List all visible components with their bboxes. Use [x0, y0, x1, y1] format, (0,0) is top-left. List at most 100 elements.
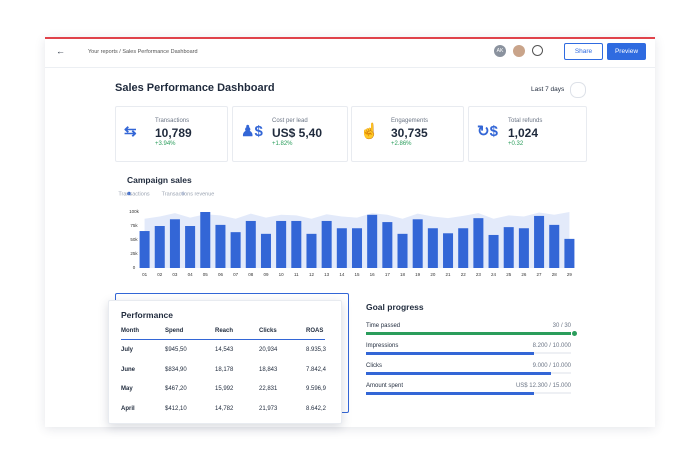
calendar-button[interactable] — [570, 82, 586, 98]
bar — [458, 228, 469, 268]
bar — [245, 220, 256, 268]
legend-label: Transactions — [118, 191, 150, 197]
bar — [427, 228, 438, 268]
y-tick-label: 0 — [133, 265, 136, 270]
x-tick-label: 28 — [552, 272, 558, 277]
bar — [139, 231, 150, 268]
table-cell: April — [121, 405, 135, 412]
x-tick-label: 25 — [506, 272, 512, 277]
bar — [367, 214, 378, 268]
kpi-label: Transactions — [155, 118, 190, 124]
kpi-change: +3.94% — [155, 141, 176, 147]
date-range[interactable]: Last 7 days — [531, 86, 565, 93]
table-header: Spend — [165, 328, 184, 334]
bar — [564, 238, 575, 268]
bar — [200, 212, 211, 268]
kpi-icon: ☝ — [360, 123, 379, 140]
x-tick-label: 09 — [263, 272, 269, 277]
bar — [154, 226, 165, 268]
x-tick-label: 05 — [203, 272, 209, 277]
table-cell: July — [121, 347, 134, 353]
table-cell: 18,843 — [259, 366, 278, 373]
goal-label: Clicks — [366, 363, 382, 369]
bar — [412, 219, 423, 268]
x-tick-label: 03 — [172, 272, 178, 277]
header-rule — [121, 339, 325, 340]
goal-value: US$ 12.300 / 15.000 — [515, 383, 571, 389]
kpi-card — [232, 106, 348, 162]
goal-bar — [366, 352, 535, 355]
bar — [397, 233, 408, 268]
bar — [443, 233, 454, 268]
x-tick-label: 20 — [430, 272, 436, 277]
kpi-label: Total refunds — [508, 118, 543, 124]
bar — [549, 224, 560, 268]
kpi-icon: ⇆ — [124, 123, 137, 140]
kpi-icon: ↻$ — [477, 123, 498, 140]
performance-card[interactable]: Performance Month Spend Reach Clicks ROAS July… — [108, 300, 342, 424]
legend-dot — [181, 191, 185, 196]
kpi-change: +1.82% — [272, 141, 293, 147]
goal-value: 8.200 / 10.000 — [532, 343, 571, 349]
table-header: Clicks — [259, 328, 277, 334]
table-cell: $467,20 — [165, 386, 187, 392]
breadcrumb[interactable]: Your reports / Sales Performance Dashboa… — [88, 49, 198, 55]
x-tick-label: 10 — [279, 272, 285, 277]
x-tick-label: 22 — [461, 272, 467, 277]
avatar-photo[interactable] — [513, 45, 525, 57]
bar — [382, 222, 393, 268]
bar — [503, 227, 514, 268]
kpi-value: US$ 5,40 — [272, 126, 323, 140]
share-button[interactable]: Share — [564, 43, 603, 60]
back-button[interactable]: ← — [56, 46, 65, 56]
x-tick-label: 02 — [157, 272, 163, 277]
table-header: ROAS — [306, 328, 324, 334]
goal-bar — [366, 332, 571, 335]
bar — [518, 228, 529, 268]
bar — [306, 233, 317, 268]
bar — [276, 220, 287, 268]
x-tick-label: 11 — [294, 272, 299, 277]
legend-dot — [127, 191, 131, 196]
table-cell: $834,90 — [165, 366, 187, 373]
avatar[interactable]: AK — [494, 45, 506, 57]
goal-bar — [366, 392, 535, 395]
table-cell: June — [121, 366, 136, 373]
goal-label: Impressions — [366, 343, 399, 349]
goal-label: Amount spent — [366, 383, 404, 389]
table-cell: 8.935,3 — [306, 347, 327, 353]
goal-done — [572, 331, 577, 336]
x-tick-label: 06 — [218, 272, 224, 277]
preview-button[interactable]: Preview — [607, 43, 646, 60]
x-tick-label: 23 — [476, 272, 482, 277]
x-tick-label: 16 — [370, 272, 376, 277]
table-cell: $945,50 — [165, 347, 187, 353]
goal-bar — [366, 372, 551, 375]
table-header: Reach — [215, 328, 234, 334]
table-cell: 20,934 — [259, 347, 278, 353]
kpi-icon: ♟$ — [241, 123, 263, 140]
table-header: Month — [121, 328, 139, 334]
x-tick-label: 19 — [415, 272, 421, 277]
table-cell: 8.642,2 — [306, 405, 327, 412]
table-cell: 18,178 — [215, 366, 234, 373]
kpi-label: Engagements — [391, 118, 429, 124]
x-tick-label: 01 — [142, 272, 148, 277]
x-tick-label: 18 — [400, 272, 406, 277]
x-tick-label: 21 — [446, 272, 452, 277]
y-tick-label: 50k — [130, 237, 138, 242]
x-tick-label: 17 — [385, 272, 391, 277]
kpi-value: 1,024 — [508, 126, 539, 140]
table-cell: 21,973 — [259, 405, 278, 412]
x-tick-label: 08 — [248, 272, 254, 277]
bar — [488, 234, 499, 268]
kpi-card — [468, 106, 587, 162]
bar — [291, 220, 302, 268]
notifications[interactable] — [532, 45, 543, 56]
kpi-change: +0.32 — [508, 141, 524, 147]
performance-title: Performance — [121, 310, 173, 320]
x-tick-label: 26 — [521, 272, 527, 277]
y-tick-label: 25k — [130, 251, 138, 256]
bar — [336, 228, 347, 268]
